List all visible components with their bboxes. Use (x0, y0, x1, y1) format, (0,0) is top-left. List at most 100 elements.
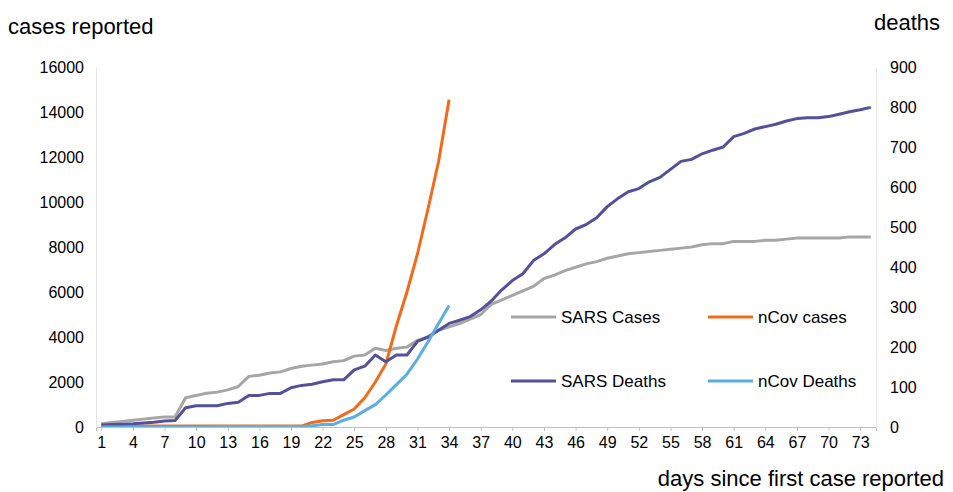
y2-tick: 200 (876, 339, 917, 356)
x-tick-label: 22 (314, 434, 332, 451)
y2-tick-label: 200 (890, 339, 917, 356)
y-tick-label: 6000 (48, 284, 84, 301)
x-tick: 10 (188, 427, 206, 451)
x-tick-label: 67 (789, 434, 807, 451)
x-tick-mark (196, 427, 197, 431)
x-tick-mark (417, 427, 418, 431)
chart: 1 4 7 10 13 16 19 22 25 28 31 34 37 40 43 46 49 52 55 58 61 6… (0, 0, 953, 492)
x-axis-title: days since first case reported (658, 466, 944, 491)
x-tick-label: 61 (725, 434, 743, 451)
y-tick: 16000 (40, 59, 97, 76)
x-tick-mark (259, 427, 260, 431)
x-tick: 16 (251, 427, 269, 451)
series-line (101, 305, 449, 427)
y2-axis: 0100200300400500600700800900 (876, 59, 917, 436)
x-tick-label: 49 (599, 434, 617, 451)
x-tick-label: 43 (536, 434, 554, 451)
y2-tick-label: 600 (890, 179, 917, 196)
x-tick-label: 19 (283, 434, 301, 451)
x-tick-mark (228, 427, 229, 431)
x-tick: 19 (283, 427, 301, 451)
legend-label: SARS Cases (561, 308, 660, 327)
x-tick: 31 (409, 427, 427, 451)
x-tick: 34 (441, 427, 459, 451)
x-tick: 37 (472, 427, 490, 451)
x-tick-label: 52 (630, 434, 648, 451)
x-tick: 22 (314, 427, 332, 451)
y2-tick: 900 (876, 59, 917, 76)
plot-area (101, 100, 870, 427)
x-tick-label: 55 (662, 434, 680, 451)
y2-tick: 300 (876, 299, 917, 316)
y2-tick: 100 (876, 379, 917, 396)
x-tick-mark (323, 427, 324, 431)
x-tick-label: 1 (97, 434, 106, 451)
y-axis: 0 2000 4000 6000 8000 10000 12000 14000 16000 (40, 59, 97, 436)
x-tick: 4 (129, 427, 138, 451)
y2-tick-label: 400 (890, 259, 917, 276)
x-tick-mark (829, 427, 830, 431)
y-tick: 14000 (40, 104, 97, 121)
legend-item: SARS Cases (511, 308, 660, 327)
x-tick-label: 34 (441, 434, 459, 451)
x-tick: 46 (567, 427, 585, 451)
x-tick-mark (734, 427, 735, 431)
x-tick: 40 (504, 427, 522, 451)
x-tick: 70 (820, 427, 838, 451)
x-tick-mark (670, 427, 671, 431)
y2-tick-label: 100 (890, 379, 917, 396)
x-tick: 58 (694, 427, 712, 451)
legend-swatch (708, 380, 753, 383)
y2-tick-label: 500 (890, 219, 917, 236)
x-tick-label: 73 (852, 434, 870, 451)
x-tick: 1 (97, 427, 106, 451)
x-tick: 67 (789, 427, 807, 451)
y-tick-label: 8000 (48, 239, 84, 256)
y2-tick: 600 (876, 179, 917, 196)
y-tick-label: 16000 (40, 59, 85, 76)
x-tick-label: 7 (161, 434, 170, 451)
x-tick-mark (639, 427, 640, 431)
y-tick-label: 14000 (40, 104, 85, 121)
x-tick: 28 (377, 427, 395, 451)
y-tick: 12000 (40, 149, 97, 166)
x-tick-mark (544, 427, 545, 431)
y-tick-label: 10000 (40, 194, 85, 211)
y2-tick-label: 700 (890, 139, 917, 156)
y2-tick-label: 900 (890, 59, 917, 76)
y-tick: 2000 (48, 374, 96, 391)
x-tick-mark (354, 427, 355, 431)
y2-axis-title: deaths (874, 10, 940, 35)
x-tick: 43 (536, 427, 554, 451)
x-tick-mark (797, 427, 798, 431)
x-tick-label: 31 (409, 434, 427, 451)
legend-label: nCov cases (758, 308, 847, 327)
series-line (101, 100, 449, 426)
series-line (101, 237, 870, 424)
x-tick-label: 13 (219, 434, 237, 451)
x-axis-line (97, 428, 877, 432)
x-tick: 52 (630, 427, 648, 451)
x-tick-label: 46 (567, 434, 585, 451)
y-tick-label: 0 (75, 419, 84, 436)
x-tick-label: 25 (346, 434, 364, 451)
x-tick: 7 (161, 427, 170, 451)
x-tick-mark (576, 427, 577, 431)
x-tick: 73 (852, 427, 870, 451)
x-tick-mark (765, 427, 766, 431)
y2-tick: 0 (876, 419, 899, 436)
x-tick-mark (512, 427, 513, 431)
x-tick-mark (481, 427, 482, 431)
y2-tick: 400 (876, 259, 917, 276)
y-tick: 6000 (48, 284, 96, 301)
series-line (101, 107, 870, 425)
legend-swatch (708, 316, 753, 319)
x-tick: 25 (346, 427, 364, 451)
x-tick: 61 (725, 427, 743, 451)
x-tick-mark (607, 427, 608, 431)
legend-swatch (511, 380, 556, 383)
x-tick-mark (449, 427, 450, 431)
y-tick: 10000 (40, 194, 97, 211)
y-tick: 4000 (48, 329, 96, 346)
legend-swatch (511, 316, 556, 319)
